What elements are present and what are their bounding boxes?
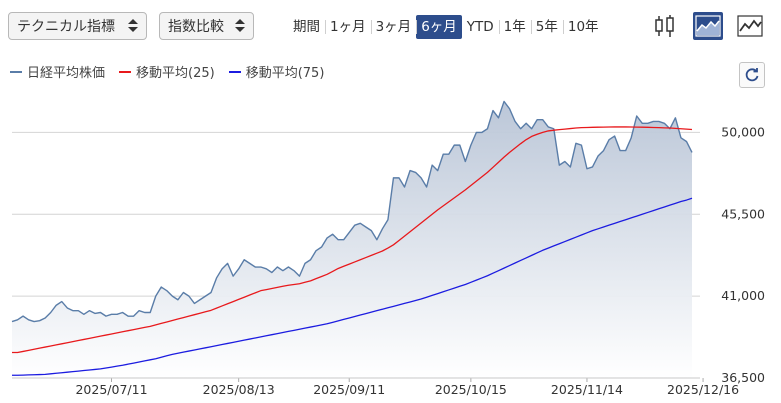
y-tick-label: 50,000 xyxy=(721,124,765,139)
x-tick-label: 2025/12/16 xyxy=(667,382,739,397)
x-tick-label: 2025/10/15 xyxy=(435,382,507,397)
price-area-fill xyxy=(12,101,692,378)
x-tick-label: 2025/07/11 xyxy=(75,382,147,397)
y-tick-label: 45,500 xyxy=(721,206,765,221)
x-tick-label: 2025/11/14 xyxy=(551,382,623,397)
x-tick-label: 2025/08/13 xyxy=(203,382,275,397)
y-tick-label: 41,000 xyxy=(721,288,765,303)
x-tick-label: 2025/09/11 xyxy=(313,382,385,397)
